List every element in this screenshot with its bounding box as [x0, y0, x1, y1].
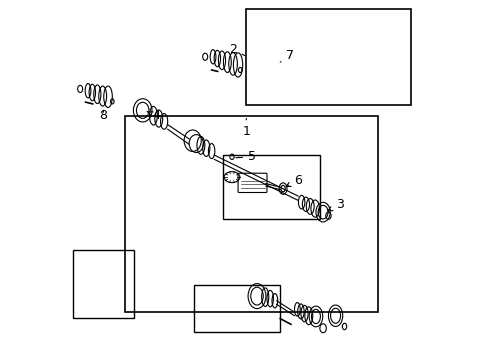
Text: 4: 4 — [147, 109, 160, 122]
Bar — [73, 249, 134, 318]
Text: 1: 1 — [242, 118, 250, 138]
Text: 5: 5 — [235, 150, 256, 163]
Bar — [194, 285, 280, 332]
Text: 2: 2 — [228, 43, 244, 56]
Text: 8: 8 — [99, 109, 107, 122]
Bar — [124, 116, 378, 312]
Bar — [246, 9, 410, 105]
Bar — [223, 155, 319, 219]
Text: 6: 6 — [285, 174, 301, 186]
Text: 7: 7 — [280, 49, 293, 62]
Text: 3: 3 — [327, 198, 343, 211]
